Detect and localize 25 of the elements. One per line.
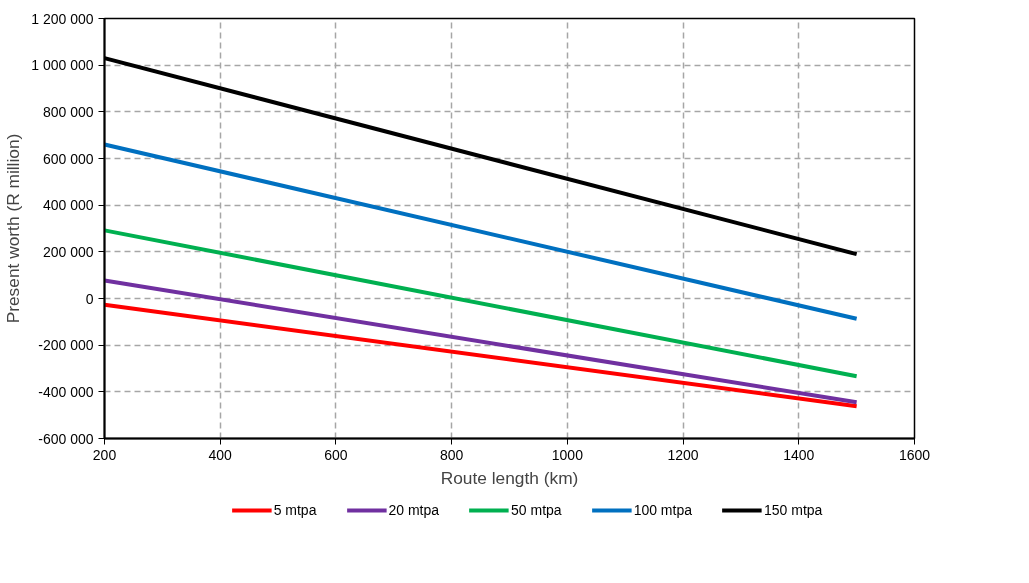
y-tick-label: 0	[85, 290, 94, 307]
y-tick-label: 200 000	[42, 243, 94, 260]
x-tick-label: 400	[208, 446, 233, 463]
x-tick-label: 1000	[551, 446, 584, 463]
x-tick-label: 1600	[898, 446, 931, 463]
legend-label: 100 mtpa	[633, 502, 692, 518]
x-tick-label: 1200	[667, 446, 699, 463]
y-tick-label: 1 000 000	[31, 57, 94, 74]
x-tick-label: 600	[324, 446, 348, 463]
y-tick-label: 1 200 000	[31, 10, 94, 27]
y-tick-label: 400 000	[42, 197, 94, 214]
y-tick-label: 800 000	[42, 103, 94, 120]
legend-label: 5 mtpa	[273, 502, 317, 518]
x-tick-label: 1400	[783, 446, 815, 463]
legend-label: 150 mtpa	[764, 502, 823, 518]
y-tick-label: -400 000	[38, 383, 94, 400]
legend-label: 20 mtpa	[388, 502, 440, 518]
y-tick-label: 600 000	[42, 150, 94, 167]
legend-label: 50 mtpa	[511, 502, 562, 518]
y-tick-label: -600 000	[38, 430, 94, 447]
y-axis-title: Present worth (R million)	[3, 133, 24, 324]
y-tick-label: -200 000	[38, 337, 94, 354]
x-axis-title: Route length (km)	[440, 467, 579, 488]
x-tick-label: 200	[92, 446, 117, 463]
x-tick-label: 800	[439, 446, 464, 463]
